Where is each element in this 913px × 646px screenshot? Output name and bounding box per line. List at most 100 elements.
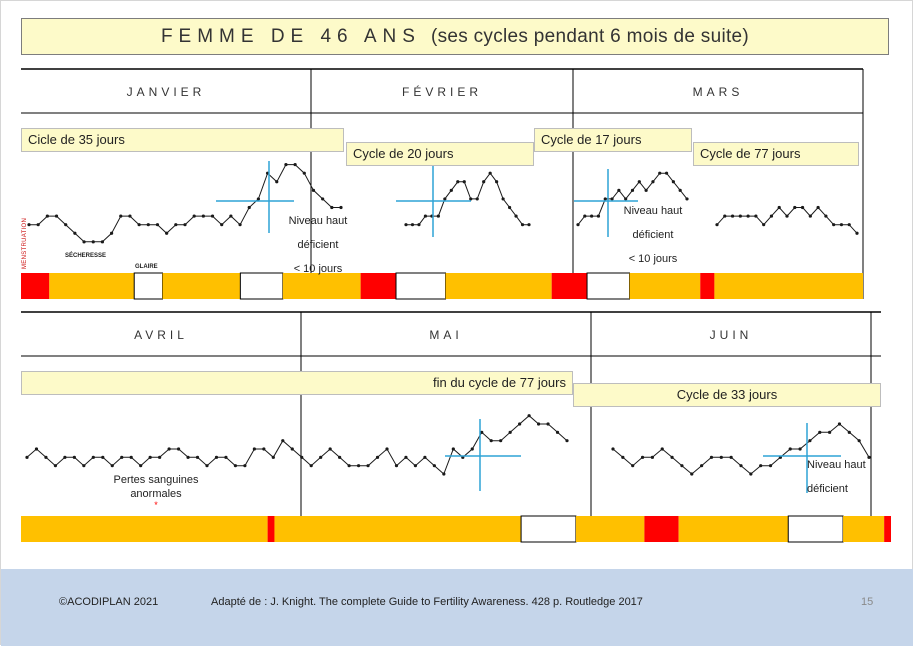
temperature-point — [660, 447, 664, 451]
temperature-point — [670, 455, 674, 459]
temperature-point — [410, 223, 415, 227]
temperature-point — [499, 439, 503, 443]
temperature-point — [165, 231, 169, 235]
temperature-point — [828, 430, 832, 434]
title-sub: (ses cycles pendant 6 mois de suite) — [430, 26, 750, 47]
temperature-point — [25, 455, 29, 459]
temperature-point — [256, 197, 261, 201]
temperature-point — [583, 214, 587, 218]
temperature-point — [91, 455, 95, 459]
temperature-point — [110, 464, 114, 468]
temperature-point — [82, 240, 86, 244]
temperature-point — [651, 180, 655, 184]
temperature-point — [192, 214, 196, 218]
month-may: MAI — [429, 328, 463, 342]
temperature-point — [238, 223, 242, 227]
temperature-point — [462, 180, 466, 184]
temperature-point — [847, 223, 851, 227]
temperature-point — [719, 455, 723, 459]
temperature-point — [167, 447, 171, 451]
observation-glaire — [787, 515, 844, 543]
temperature-point — [45, 214, 49, 218]
temperature-point — [423, 455, 427, 459]
temperature-point — [44, 455, 48, 459]
temperature-point — [507, 205, 512, 210]
temperature-point — [205, 464, 209, 468]
temperature-point — [617, 188, 621, 192]
temperature-point — [700, 464, 704, 468]
temperature-point — [730, 214, 735, 218]
temperature-point — [224, 455, 228, 459]
temperature-point — [281, 439, 285, 443]
temperature-point — [671, 180, 675, 184]
temperature-point — [174, 223, 178, 227]
temperature-point — [788, 447, 792, 451]
temperature-point — [319, 455, 323, 459]
temperature-point — [832, 223, 836, 227]
annotation-pertes: Pertes sanguines anormales * — [96, 473, 216, 510]
observation-glaire — [395, 272, 447, 300]
observation-secheresse — [274, 516, 522, 542]
temperature-point — [816, 205, 820, 210]
temperature-point — [72, 455, 76, 459]
temperature-point — [664, 171, 669, 175]
footer — [1, 569, 913, 646]
page-number: 15 — [861, 596, 874, 608]
observation-menstruation — [360, 273, 397, 299]
temperature-point — [109, 231, 114, 235]
observation-secheresse — [678, 516, 789, 542]
temperature-point — [356, 464, 361, 468]
temperature-point — [800, 205, 805, 210]
temperature-point — [347, 464, 351, 468]
observation-secheresse — [49, 273, 135, 299]
temperature-point — [495, 180, 499, 184]
temperature-point — [417, 223, 421, 227]
temperature-point — [423, 214, 428, 218]
observation-glaire — [133, 272, 164, 300]
temperature-point — [119, 214, 123, 218]
label-menstruation: MENSTRUATION — [22, 217, 28, 269]
temperature-point — [768, 464, 773, 468]
temperature-point — [527, 414, 531, 418]
temperature-point — [621, 455, 625, 459]
temperature-point — [311, 188, 316, 192]
observation-menstruation — [700, 273, 715, 299]
temperature-point — [201, 214, 205, 218]
temperature-point — [685, 197, 689, 201]
temperature-point — [709, 455, 714, 459]
temperature-point — [233, 464, 238, 468]
temperature-point — [82, 464, 86, 468]
observation-secheresse — [445, 273, 552, 299]
temperature-point — [658, 171, 662, 175]
temperature-point — [631, 464, 635, 468]
annotation-niveau-haut-2: Niveau haut déficient < 10 jours — [623, 205, 683, 265]
temperature-point — [469, 197, 473, 201]
temperature-point — [247, 205, 251, 210]
temperature-point — [590, 214, 594, 218]
footer-copyright: ©ACODIPLAN 2021 — [59, 596, 159, 608]
temperature-point — [243, 464, 247, 468]
temperature-point — [576, 223, 580, 227]
temperature-point — [186, 455, 190, 459]
cycle-label-2: Cycle de 20 jours — [346, 142, 534, 166]
temperature-point — [385, 447, 389, 451]
temperature-point — [738, 214, 742, 218]
coverlines — [216, 161, 841, 493]
temperature-point — [603, 197, 607, 201]
temperature-point — [338, 455, 342, 459]
label-glaire: GLAIRE — [135, 264, 158, 270]
month-march: MARS — [692, 85, 744, 99]
temperature-point — [520, 223, 525, 227]
temperature-point — [847, 430, 851, 434]
title-box: FEMME DE 46 ANS (ses cycles pendant 6 moi… — [21, 18, 889, 55]
observation-secheresse — [282, 273, 361, 299]
temperature-point — [785, 214, 789, 218]
observation-secheresse — [629, 273, 701, 299]
temperature-point — [715, 223, 719, 227]
temperature-point — [128, 214, 132, 218]
month-june: JUIN — [709, 328, 753, 342]
temperature-point — [518, 422, 522, 426]
temperature-point — [101, 455, 105, 459]
temperature-point — [611, 447, 615, 451]
